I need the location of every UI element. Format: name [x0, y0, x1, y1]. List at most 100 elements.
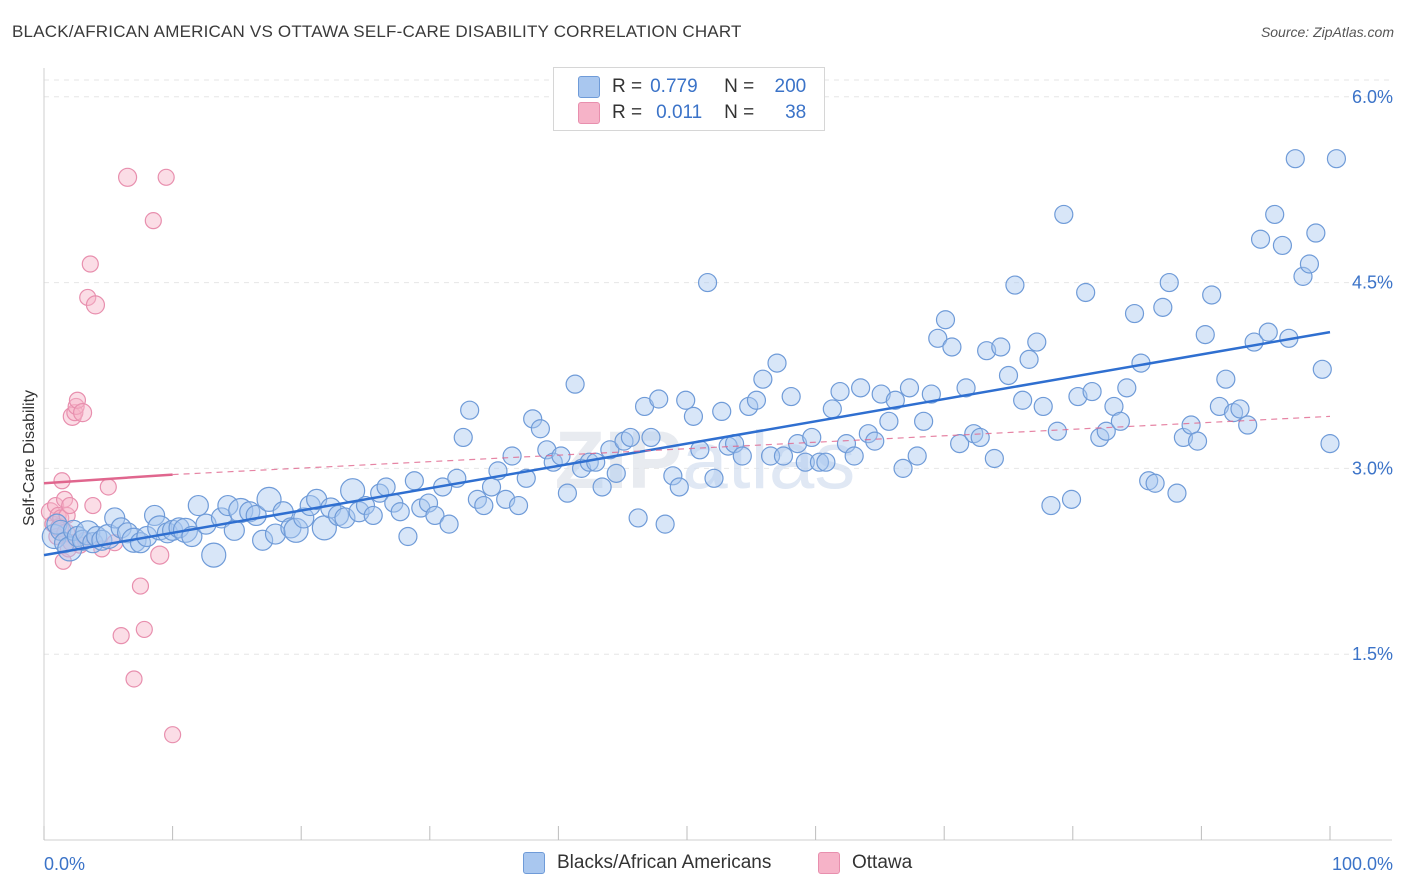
black-african-american-point [1306, 223, 1326, 243]
black-african-american-point [822, 399, 842, 419]
ottawa-point [99, 478, 117, 496]
legend-n-value: 38 [785, 102, 807, 123]
legend-label: Blacks/African Americans [557, 852, 772, 873]
black-african-american-point [935, 310, 956, 330]
black-african-american-point [523, 409, 543, 429]
black-african-american-point [998, 365, 1019, 386]
ottawa-points [40, 167, 182, 744]
black-african-american-point [1076, 282, 1096, 303]
black-african-american-point [676, 390, 696, 410]
black-african-american-point [830, 381, 850, 402]
ottawa-trend-line-solid [43, 473, 173, 485]
legend-n-label: N = [724, 76, 755, 97]
black-african-american-point [851, 378, 871, 398]
black-african-american-point [816, 452, 836, 472]
black-african-american-point [977, 341, 997, 361]
black-african-american-point [334, 507, 356, 529]
black-african-american-point [1299, 254, 1320, 274]
black-african-american-point [767, 353, 787, 373]
black-african-american-point [453, 427, 473, 448]
black-african-american-point [1110, 411, 1130, 431]
legend-row-ottawa: R = 0.011 N = 38 [578, 101, 806, 125]
x-tick-label: 0.0% [44, 854, 85, 874]
black-african-american-point [201, 542, 227, 568]
ottawa-point [164, 726, 182, 744]
black-african-american-point [418, 493, 439, 513]
black-african-american-point [697, 272, 718, 293]
black-african-american-point [1230, 399, 1250, 419]
black-african-american-point [1068, 386, 1088, 407]
black-african-american-point [1181, 415, 1201, 435]
black-african-american-point [398, 526, 418, 547]
y-tick-label: 4.5% [1352, 273, 1393, 293]
legend-r-value: 0.011 [656, 102, 703, 123]
black-african-american-point [1250, 229, 1271, 249]
black-african-american-point [669, 477, 689, 497]
black-african-american-point [795, 452, 815, 472]
black-african-american-point [984, 448, 1004, 469]
black-african-american-point [283, 517, 309, 543]
ottawa-point [72, 403, 93, 423]
black-african-american-point [1272, 235, 1293, 256]
black-african-american-point [893, 458, 913, 478]
black-african-american-point [586, 452, 606, 472]
x-tick-label: 100.0% [1332, 854, 1393, 874]
black-african-american-point [551, 446, 571, 466]
ottawa-point [157, 168, 175, 186]
tick-labels: 1.5% 3.0% 4.5% 6.0% 0.0% 100.0% [44, 87, 1393, 874]
blacks-trend-line [43, 330, 1331, 557]
black-african-american-point [1033, 396, 1053, 417]
black-african-american-point [390, 502, 410, 522]
ottawa-point [131, 577, 150, 595]
black-african-american-point [592, 477, 612, 497]
black-african-american-point [885, 390, 905, 410]
black-african-american-point [649, 389, 669, 409]
black-african-american-point [460, 400, 480, 420]
black-african-american-point [620, 427, 641, 448]
y-tick-label: 3.0% [1352, 458, 1393, 478]
source-credit: Source: ZipAtlas.com [1260, 24, 1394, 40]
black-african-american-point [606, 463, 626, 483]
black-african-american-point [907, 446, 927, 466]
black-african-american-point [187, 494, 209, 517]
black-african-american-point [732, 446, 752, 466]
legend-r-label: R = [612, 102, 643, 123]
black-african-american-point [879, 411, 899, 431]
black-african-american-point [217, 494, 239, 517]
ottawa-point [84, 496, 102, 515]
black-african-american-point [600, 440, 620, 460]
legend-item-ottawa: Ottawa [818, 852, 912, 874]
ottawa-point [85, 295, 106, 315]
black-african-american-point [942, 337, 962, 357]
y-tick-label: 6.0% [1352, 87, 1393, 107]
black-african-american-point [439, 514, 459, 534]
black-african-american-point [502, 446, 522, 466]
black-african-american-point [1117, 378, 1137, 398]
ottawa-point [79, 288, 97, 307]
black-african-american-point [474, 495, 494, 516]
black-african-american-point [1019, 349, 1039, 369]
black-african-american-point [1202, 285, 1222, 305]
black-african-american-point [628, 508, 648, 528]
black-african-american-point [1258, 322, 1278, 342]
trend-lines [43, 330, 1331, 557]
black-african-american-point [1195, 325, 1215, 345]
black-african-american-point [1005, 275, 1025, 295]
ottawa-point [61, 496, 79, 515]
black-african-american-point [914, 411, 934, 431]
ottawa-point [112, 627, 130, 645]
black-african-american-point [1054, 204, 1074, 225]
black-african-american-point [1124, 303, 1145, 324]
black-african-american-point [1320, 434, 1340, 454]
black-african-american-point [565, 374, 585, 394]
black-african-american-point [1159, 272, 1179, 293]
black-african-american-point [1167, 483, 1187, 503]
black-african-american-point [376, 477, 396, 497]
black-african-american-point [865, 431, 885, 451]
black-african-american-point [753, 369, 773, 389]
black-african-american-point [683, 406, 704, 426]
series-legend: Blacks/African Americans Ottawa [0, 852, 1406, 878]
legend-swatch-blue [578, 76, 600, 98]
black-african-american-point [508, 495, 529, 516]
